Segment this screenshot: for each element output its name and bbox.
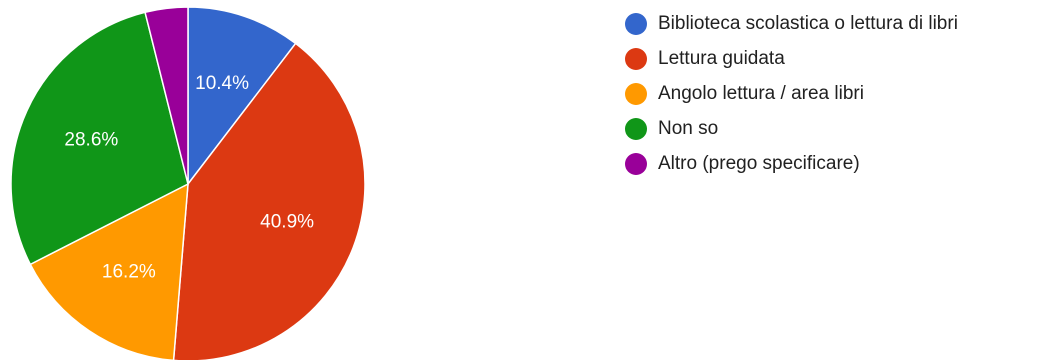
slice-data-label-3: 16.2% [102,262,156,283]
legend-label: Biblioteca scolastica o lettura di libri [658,12,958,34]
chart-legend: Biblioteca scolastica o lettura di libri… [625,6,958,181]
legend-label: Non so [658,117,719,139]
legend-item-1: Biblioteca scolastica o lettura di libri [625,6,958,41]
slice-data-label-2: 40.9% [260,212,314,233]
legend-item-2: Lettura guidata [625,41,958,76]
legend-label: Lettura guidata [658,47,785,69]
legend-swatch [625,152,647,175]
pie-slice-2 [172,42,366,360]
legend-swatch [625,12,647,35]
legend-label: Angolo lettura / area libri [658,82,864,104]
pie-slices [10,6,366,360]
pie-slice-4 [10,11,189,266]
legend-item-4: Non so [625,111,958,146]
pie-chart-canvas: 10.4% 40.9% 16.2% 28.6% [10,6,366,360]
legend-item-5: Altro (prego specificare) [625,146,958,181]
slice-data-label-1: 10.4% [195,73,249,94]
slice-data-label-4: 28.6% [64,129,118,150]
legend-swatch [625,47,647,70]
pie-slice-labels: 10.4% 40.9% 16.2% 28.6% [64,73,314,283]
legend-swatch [625,117,647,140]
pie-slice-5 [144,6,189,185]
pie-slice-1 [187,6,297,187]
legend-swatch [625,82,647,105]
pie-slice-3 [29,182,189,360]
legend-label: Altro (prego specificare) [658,152,860,174]
legend-item-3: Angolo lettura / area libri [625,76,958,111]
